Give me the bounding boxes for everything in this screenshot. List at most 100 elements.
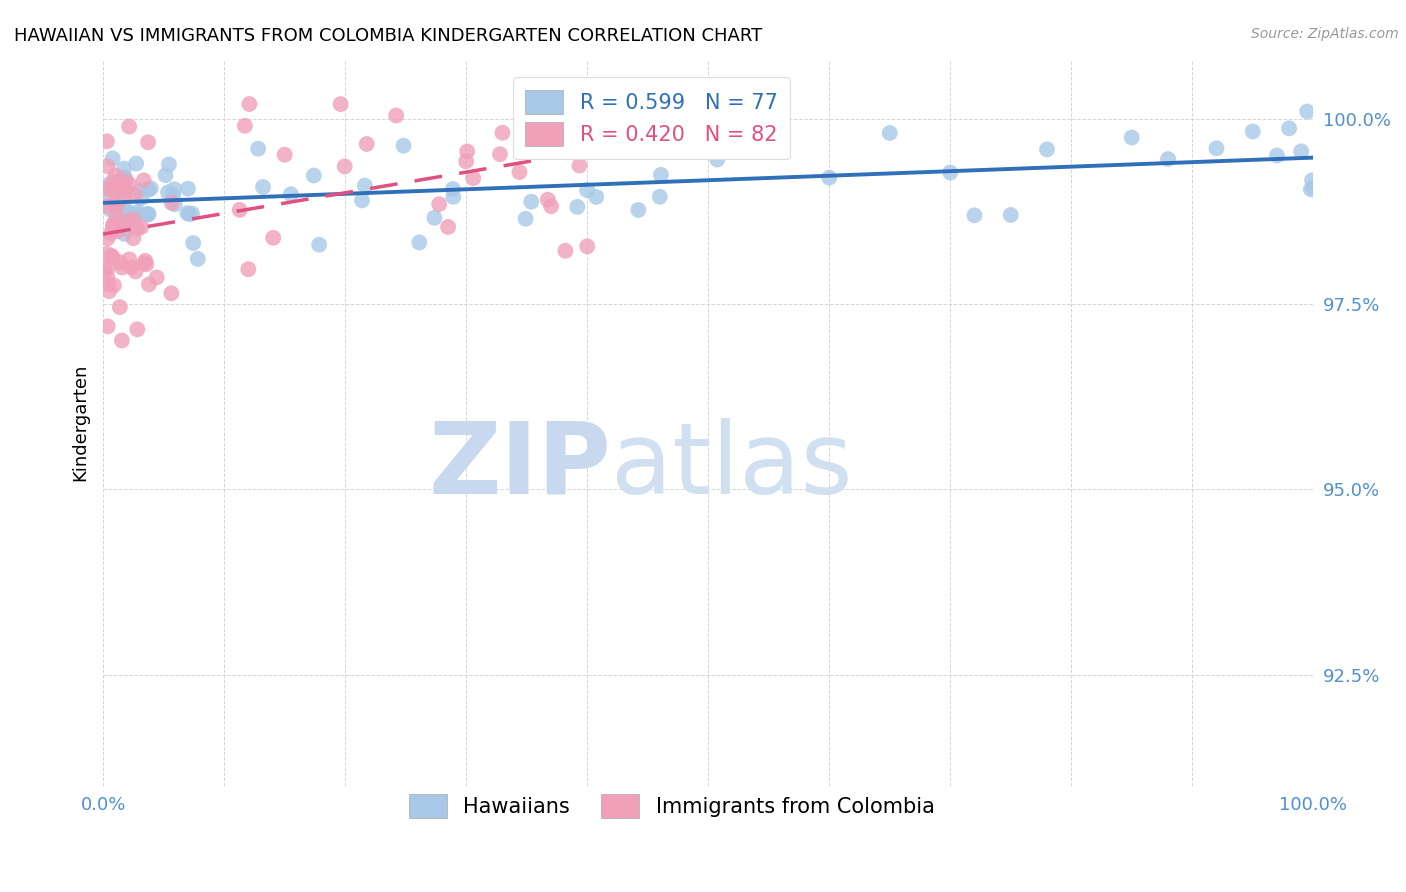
Point — [104, 186, 127, 200]
Point — [93, 188, 115, 202]
Point — [98, 178, 121, 192]
Point — [112, 190, 135, 204]
Point — [879, 126, 901, 140]
Point — [560, 145, 582, 159]
Point — [489, 147, 512, 161]
Point — [120, 260, 142, 274]
Point — [156, 186, 179, 200]
Point — [350, 194, 373, 208]
Point — [238, 97, 260, 112]
Point — [101, 219, 124, 234]
Point — [134, 253, 156, 268]
Point — [408, 235, 430, 250]
Point — [648, 190, 671, 204]
Point — [125, 156, 148, 170]
Point — [1296, 104, 1319, 119]
Point — [247, 142, 270, 156]
Point — [238, 262, 260, 277]
Point — [540, 199, 562, 213]
Point — [135, 257, 157, 271]
Y-axis label: Kindergarten: Kindergarten — [72, 364, 89, 482]
Point — [145, 270, 167, 285]
Point — [177, 181, 200, 195]
Point — [104, 169, 127, 183]
Point — [118, 252, 141, 267]
Point — [118, 120, 141, 134]
Point — [97, 261, 120, 276]
Point — [706, 153, 728, 167]
Point — [527, 113, 550, 128]
Point — [163, 197, 186, 211]
Point — [568, 159, 591, 173]
Point — [179, 207, 201, 221]
Point — [132, 256, 155, 270]
Point — [176, 206, 198, 220]
Point — [441, 182, 464, 196]
Point — [576, 183, 599, 197]
Point — [114, 189, 136, 203]
Point — [508, 165, 530, 179]
Point — [122, 231, 145, 245]
Point — [353, 178, 375, 193]
Point — [136, 136, 159, 150]
Point — [162, 188, 184, 202]
Point — [160, 196, 183, 211]
Point — [939, 165, 962, 179]
Point — [392, 138, 415, 153]
Point — [98, 284, 121, 298]
Point — [114, 174, 136, 188]
Point — [1036, 142, 1059, 156]
Point — [456, 145, 478, 159]
Point — [98, 202, 121, 217]
Point — [302, 169, 325, 183]
Point — [567, 200, 589, 214]
Point — [273, 147, 295, 161]
Point — [107, 224, 129, 238]
Point — [122, 212, 145, 227]
Point — [111, 260, 134, 275]
Text: Source: ZipAtlas.com: Source: ZipAtlas.com — [1251, 27, 1399, 41]
Point — [105, 198, 128, 212]
Point — [423, 211, 446, 225]
Text: atlas: atlas — [612, 417, 853, 515]
Point — [228, 202, 250, 217]
Point — [107, 181, 129, 195]
Point — [105, 209, 128, 223]
Point — [132, 173, 155, 187]
Point — [114, 183, 136, 197]
Point — [125, 207, 148, 221]
Point — [529, 125, 551, 139]
Point — [513, 119, 536, 133]
Point — [136, 207, 159, 221]
Point — [1278, 121, 1301, 136]
Point — [97, 159, 120, 173]
Point — [118, 205, 141, 219]
Point — [96, 231, 118, 245]
Point — [262, 231, 284, 245]
Point — [551, 97, 574, 112]
Point — [104, 202, 127, 217]
Point — [117, 214, 139, 228]
Point — [1302, 180, 1324, 194]
Point — [104, 196, 127, 211]
Point — [112, 227, 135, 241]
Point — [131, 191, 153, 205]
Point — [129, 220, 152, 235]
Point — [155, 168, 177, 182]
Point — [554, 244, 576, 258]
Point — [1301, 173, 1323, 187]
Point — [385, 108, 408, 122]
Point — [127, 221, 149, 235]
Point — [127, 205, 149, 219]
Point — [103, 174, 125, 188]
Point — [963, 208, 986, 222]
Point — [108, 255, 131, 269]
Point — [333, 160, 356, 174]
Point — [100, 249, 122, 263]
Point — [118, 178, 141, 192]
Point — [129, 184, 152, 198]
Point — [818, 170, 841, 185]
Point — [308, 237, 330, 252]
Point — [112, 170, 135, 185]
Point — [1241, 124, 1264, 138]
